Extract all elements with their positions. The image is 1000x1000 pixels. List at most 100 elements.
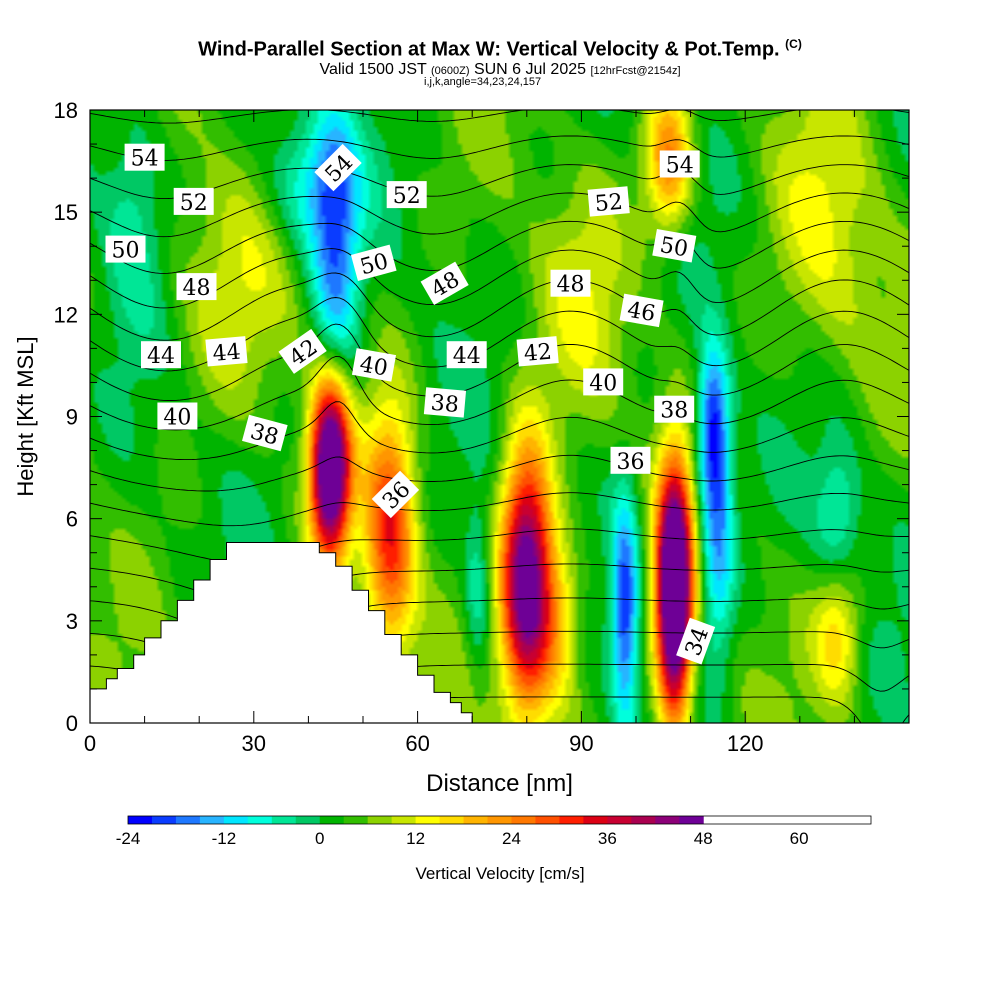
colorbar-swatch [559, 816, 584, 824]
y-axis-label: Height [Kft MSL] [13, 336, 38, 496]
colorbar-swatch [487, 816, 512, 824]
contour-label-box [176, 273, 217, 301]
isentrope-line [90, 401, 909, 461]
contour-label-text: 52 [180, 191, 208, 216]
isentrope-line [90, 696, 909, 723]
contour-label-box [583, 368, 624, 396]
isentrope-line [90, 46, 909, 53]
contour-label-text: 38 [430, 391, 460, 418]
contour-label-text: 48 [557, 273, 585, 298]
contour-label-box [550, 269, 591, 297]
contour-label-box [371, 470, 420, 519]
colorbar-tick-label: 0 [315, 829, 324, 848]
colorbar-swatch [391, 816, 417, 824]
contour-label-text: 50 [112, 239, 140, 264]
chart-subtitle: Valid 1500 JST (0600Z) SUN 6 Jul 2025 [1… [319, 61, 681, 78]
contour-label-text: 38 [660, 399, 688, 424]
x-tick-label: 90 [569, 731, 593, 756]
contour-label: 46 [619, 293, 664, 328]
colorbar-tick-label: 12 [406, 829, 425, 848]
contour-label-text: 40 [358, 352, 390, 381]
contour-label-box [619, 293, 664, 328]
colorbar-tick-label: -24 [116, 829, 141, 848]
y-tick-label: 6 [66, 507, 78, 532]
contour-label-box [173, 187, 214, 215]
contour-label: 50 [652, 228, 697, 263]
y-tick-label: 3 [66, 609, 78, 634]
colorbar-swatch [511, 816, 536, 824]
contour-label-box [386, 181, 427, 209]
x-tick-label: 60 [405, 731, 429, 756]
contour-label-box [676, 617, 716, 665]
contour-label: 42 [516, 336, 559, 367]
contour-label-box [446, 341, 487, 369]
isentrope-line [90, 77, 909, 88]
y-tick-label: 18 [54, 98, 78, 123]
colorbar: -24 -12 0 12 24 36 48 60 [116, 815, 872, 848]
contour-label-text: 40 [163, 406, 191, 431]
contour-label-box [242, 414, 288, 452]
contour-label: 38 [242, 414, 288, 452]
contour-label: 52 [173, 187, 214, 216]
contour-label-box [278, 328, 327, 374]
contour-label-box [423, 387, 467, 418]
contour-label-box [141, 341, 181, 369]
contour-label: 50 [105, 235, 146, 264]
colorbar-frame [127, 815, 872, 825]
contour-label-box [205, 336, 248, 367]
contour-label-text: 44 [453, 344, 481, 369]
x-tick-label: 0 [84, 731, 96, 756]
contour-label: 52 [587, 186, 630, 217]
colorbar-swatch [679, 816, 704, 824]
contour-label-box [654, 395, 695, 423]
colorbar-swatch [128, 816, 153, 824]
contour-label-box [659, 150, 700, 178]
contour-label: 54 [659, 150, 700, 179]
contour-label: 34 [676, 617, 716, 665]
contour-label-text: 50 [658, 233, 690, 262]
colorbar-swatch [535, 816, 560, 824]
contour-label: 44 [141, 341, 181, 369]
isentrope-line [90, 220, 909, 274]
colorbar-label: Vertical Velocity [cm/s] [415, 864, 585, 883]
isentrope-line [90, 110, 909, 124]
x-axis-label: Distance [nm] [426, 770, 573, 797]
isentrope-line [90, 355, 909, 431]
colorbar-swatch [607, 816, 632, 824]
isentrope-line [90, 454, 909, 492]
chart-indices: i,j,k,angle=34,23,24,157 [424, 76, 542, 88]
contour-label: 52 [386, 181, 427, 209]
colorbar-swatch [367, 816, 393, 824]
contour-label-text: 46 [625, 298, 657, 327]
isentrope-line [90, 135, 909, 161]
contour-label: 40 [351, 348, 397, 382]
terrain [89, 542, 473, 724]
contour-label-box [516, 336, 559, 367]
contour-label: 38 [654, 395, 695, 424]
contour-label-text: 44 [212, 340, 242, 367]
contour-label: 48 [176, 273, 217, 301]
colorbar-tick-label: 36 [598, 829, 617, 848]
contour-label: 44 [205, 336, 248, 367]
colorbar-swatch [295, 816, 321, 824]
colorbar-swatch [319, 816, 345, 824]
contour-label-text: 36 [617, 450, 645, 475]
contour-label: 48 [550, 269, 591, 298]
contour-label-text: 40 [589, 371, 617, 396]
y-tick-label: 0 [66, 711, 78, 736]
y-tick-label: 12 [54, 302, 78, 327]
contour-label-text: 42 [523, 340, 553, 367]
contour-label-box [157, 402, 198, 430]
contour-label-box [314, 143, 362, 192]
isentrope-line [90, 192, 909, 238]
isentrope-line [90, 492, 909, 527]
colorbar-tick-label: 60 [790, 829, 809, 848]
isentrope-line [90, 164, 909, 200]
colorbar-tick-label: -12 [212, 829, 237, 848]
colorbar-swatch [151, 816, 177, 824]
colorbar-tick-label: 24 [502, 829, 521, 848]
isentrope-line [90, 323, 909, 401]
contour-label-box [652, 228, 697, 263]
